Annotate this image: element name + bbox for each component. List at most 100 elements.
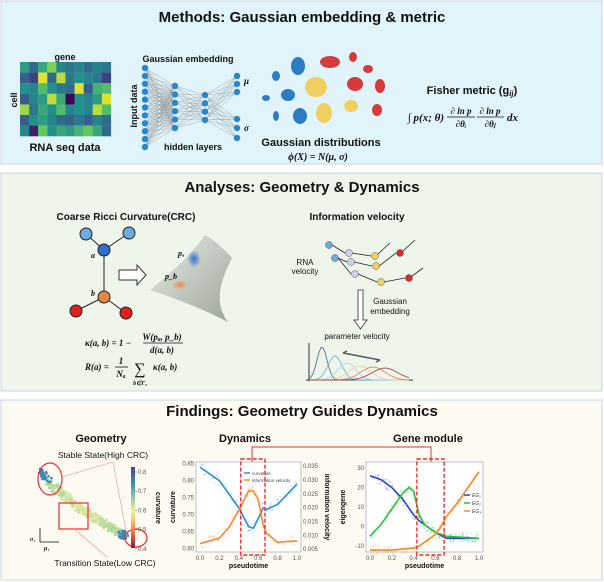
cell-point bbox=[110, 527, 114, 531]
geometry-axes bbox=[39, 528, 59, 543]
scatter-point bbox=[387, 488, 389, 491]
y2-tick-label: 0.015 bbox=[303, 520, 319, 526]
scatter-point bbox=[426, 520, 429, 523]
scatter-point bbox=[284, 543, 287, 545]
scatter-point bbox=[450, 541, 453, 543]
scatter-point bbox=[372, 545, 374, 548]
scatter-point bbox=[471, 483, 474, 485]
cell-point bbox=[76, 505, 80, 509]
scatter-point bbox=[270, 502, 272, 505]
rna-velocity-cells bbox=[325, 239, 424, 286]
scatter-point bbox=[459, 501, 461, 503]
scatter-point bbox=[391, 553, 393, 556]
scatter-point bbox=[235, 500, 238, 503]
scatter-point bbox=[218, 476, 220, 479]
scatter-point bbox=[425, 522, 428, 524]
connector-line bbox=[251, 446, 432, 462]
scatter-point bbox=[207, 544, 210, 546]
transform-arrow-icon bbox=[118, 263, 147, 287]
scatter-point bbox=[253, 522, 255, 525]
heatmap-cell bbox=[29, 93, 39, 105]
scatter-point bbox=[400, 553, 403, 555]
cell-point bbox=[100, 520, 103, 524]
scatter-point bbox=[397, 495, 400, 498]
heatmap-cell bbox=[101, 115, 112, 126]
nn-edge bbox=[204, 118, 238, 121]
scatter-point bbox=[474, 539, 476, 542]
scatter-point bbox=[256, 491, 258, 493]
fisher-den1: ∂θᵢ bbox=[456, 119, 467, 129]
heatmap-cell bbox=[65, 62, 75, 73]
scatter-point bbox=[449, 540, 452, 542]
scatter-point bbox=[459, 492, 462, 495]
nn-edge bbox=[144, 102, 176, 108]
scatter-point bbox=[231, 524, 234, 526]
nn-edge bbox=[174, 94, 206, 103]
scatter-point bbox=[383, 554, 385, 556]
scatter-point bbox=[214, 482, 217, 484]
fisher-lhs: ∫ p(x; θ) bbox=[407, 112, 444, 124]
scatter-point bbox=[433, 539, 435, 541]
scatter-point bbox=[402, 489, 405, 492]
distribution-pa bbox=[187, 250, 201, 268]
scatter-point bbox=[405, 508, 408, 511]
geometry-axis-y: σ₁ bbox=[30, 537, 35, 543]
ricci-den: Nₐ bbox=[115, 369, 125, 379]
scatter-point bbox=[452, 540, 454, 542]
analyses-panel-bg bbox=[0, 172, 603, 392]
cell bbox=[377, 278, 385, 286]
cell-point bbox=[50, 476, 53, 480]
scatter-point bbox=[472, 475, 475, 477]
scatter-point bbox=[257, 512, 260, 515]
gaussian-ellipses bbox=[262, 52, 385, 124]
scatter-point bbox=[476, 532, 478, 535]
scatter-point bbox=[384, 550, 387, 553]
nn-node bbox=[171, 124, 179, 132]
scatter-point bbox=[271, 508, 273, 510]
scatter-point bbox=[467, 533, 469, 535]
scatter-point bbox=[262, 502, 264, 505]
ricci-lhs: R(a) = bbox=[84, 362, 109, 372]
findings-panel-bg bbox=[0, 399, 603, 581]
nn-edge bbox=[144, 85, 176, 108]
scatter-point bbox=[445, 538, 448, 540]
cell-point bbox=[60, 490, 63, 493]
nn-node bbox=[171, 108, 179, 115]
scatter-point bbox=[463, 539, 466, 542]
scatter-point bbox=[291, 536, 293, 538]
highlight-box bbox=[240, 458, 266, 556]
scatter-point bbox=[389, 481, 392, 484]
scatter-point bbox=[226, 486, 229, 489]
scatter-point bbox=[373, 554, 376, 556]
scatter-point bbox=[378, 529, 381, 531]
scatter-point bbox=[282, 536, 285, 538]
heatmap-cell bbox=[65, 125, 75, 137]
gene-module-chart: 0.0 0.2 0.4 0.6 0.8 1.0 30 20 10 0 -10 pseudotime ei… bbox=[340, 458, 484, 570]
scatter-point bbox=[449, 538, 452, 540]
scatter-point bbox=[440, 527, 443, 530]
cell-point bbox=[108, 521, 112, 525]
heatmap-cell bbox=[83, 62, 93, 73]
cell-point bbox=[70, 504, 74, 508]
scatter-point bbox=[434, 538, 436, 540]
scatter-point bbox=[384, 485, 386, 487]
heatmap-cell bbox=[29, 125, 39, 137]
scatter-point bbox=[392, 553, 394, 556]
callout-line bbox=[61, 461, 114, 478]
scatter-point bbox=[468, 539, 470, 542]
scatter-point bbox=[227, 523, 229, 526]
scatter-point bbox=[460, 534, 463, 536]
parameter-velocity-label: parameter velocity bbox=[324, 332, 389, 341]
scatter-point bbox=[472, 540, 475, 543]
scatter-point bbox=[294, 543, 296, 546]
fisher-den2: ∂θⱼ bbox=[485, 119, 497, 129]
scatter-point bbox=[210, 541, 213, 544]
node-b-label: b bbox=[91, 289, 95, 298]
scatter-point bbox=[248, 522, 250, 525]
methods-title: Methods: Gaussian embedding & metric bbox=[159, 9, 446, 26]
scatter-point bbox=[394, 550, 396, 553]
scatter-point bbox=[270, 504, 272, 506]
heatmap-cell bbox=[47, 125, 57, 137]
scatter-point bbox=[454, 533, 457, 536]
